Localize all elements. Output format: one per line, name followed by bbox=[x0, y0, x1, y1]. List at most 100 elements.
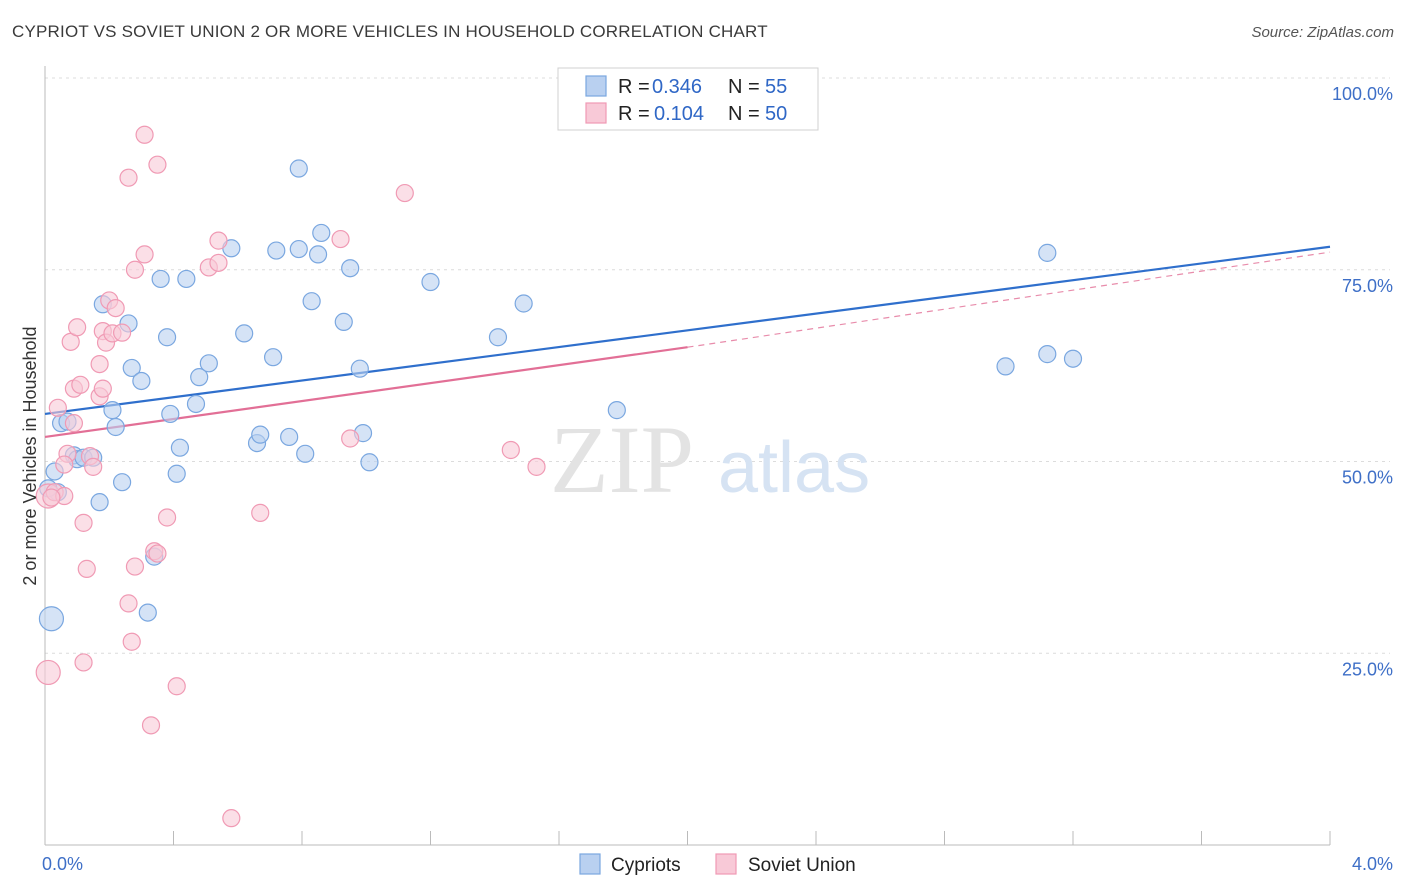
data-point-cypriots bbox=[334, 312, 353, 332]
data-point-cypriots bbox=[350, 359, 369, 378]
data-point-cypriots bbox=[190, 368, 209, 387]
data-point-cypriots bbox=[151, 269, 170, 289]
data-point-cypriots bbox=[488, 328, 508, 347]
gridlines bbox=[45, 77, 1390, 654]
data-point-cypriots bbox=[186, 394, 206, 414]
watermark-atlas: atlas bbox=[718, 428, 870, 508]
data-point-soviet-union bbox=[55, 455, 74, 474]
data-point-soviet-union bbox=[68, 318, 87, 337]
trend-lines bbox=[44, 245, 1331, 439]
data-point-soviet-union bbox=[209, 231, 228, 250]
data-point-cypriots bbox=[289, 159, 308, 178]
y-tick-label: 25.0% bbox=[1342, 659, 1393, 679]
data-point-cypriots bbox=[112, 473, 132, 492]
data-point-soviet-union bbox=[42, 488, 61, 507]
data-point-cypriots bbox=[235, 324, 254, 343]
data-point-soviet-union bbox=[527, 457, 546, 476]
bottom-legend-swatch-soviet bbox=[715, 853, 737, 875]
data-point-cypriots bbox=[251, 425, 270, 444]
legend-r-label-1: R = bbox=[618, 76, 650, 98]
data-point-cypriots bbox=[161, 404, 180, 424]
data-point-cypriots bbox=[90, 493, 109, 512]
legend-swatch-soviet bbox=[585, 102, 607, 124]
tick-labels: 25.0% 50.0% 75.0% 100.0% 0.0% 4.0% bbox=[42, 84, 1393, 874]
data-point-cypriots bbox=[1038, 243, 1057, 262]
data-point-cypriots bbox=[1063, 349, 1083, 368]
data-point-cypriots bbox=[607, 401, 626, 420]
y-tick-label: 75.0% bbox=[1342, 276, 1393, 296]
data-point-cypriots bbox=[106, 417, 125, 437]
data-point-cypriots bbox=[308, 245, 328, 264]
legend-n-label-2: N = bbox=[728, 103, 760, 125]
bottom-legend: Cypriots Soviet Union bbox=[579, 853, 856, 876]
data-point-soviet-union bbox=[112, 323, 132, 342]
data-point-soviet-union bbox=[106, 299, 125, 318]
legend-r-value-1: 0.346 bbox=[652, 76, 702, 98]
data-point-cypriots bbox=[177, 269, 196, 289]
data-point-soviet-union bbox=[71, 375, 90, 394]
trend-line-cypriots bbox=[44, 245, 1331, 416]
trend-line-soviet-union bbox=[44, 346, 688, 439]
data-point-cypriots bbox=[199, 354, 218, 373]
data-point-soviet-union bbox=[119, 594, 138, 613]
data-point-soviet-union bbox=[35, 659, 61, 686]
data-point-cypriots bbox=[312, 223, 331, 243]
data-point-cypriots bbox=[360, 453, 379, 472]
data-point-cypriots bbox=[267, 241, 286, 260]
data-point-soviet-union bbox=[93, 379, 112, 398]
data-point-cypriots bbox=[122, 358, 141, 378]
data-point-soviet-union bbox=[74, 513, 93, 532]
data-point-soviet-union bbox=[48, 398, 67, 417]
y-tick-label: 50.0% bbox=[1342, 468, 1393, 488]
y-axis-label: 2 or more Vehicles in Household bbox=[20, 326, 40, 585]
data-point-soviet-union bbox=[148, 544, 167, 563]
data-point-cypriots bbox=[263, 348, 283, 367]
data-point-soviet-union bbox=[74, 653, 93, 672]
data-points bbox=[35, 125, 1083, 828]
data-point-cypriots bbox=[514, 294, 533, 313]
x-tick-label: 4.0% bbox=[1352, 854, 1393, 874]
data-point-soviet-union bbox=[395, 183, 414, 203]
data-point-soviet-union bbox=[341, 429, 360, 448]
data-point-soviet-union bbox=[148, 155, 167, 174]
trend-extension-soviet-union bbox=[687, 251, 1331, 348]
data-point-cypriots bbox=[138, 603, 157, 622]
legend: R = 0.346 N = 55 R = 0.104 N = 50 bbox=[557, 67, 819, 131]
data-point-cypriots bbox=[421, 272, 440, 292]
data-point-soviet-union bbox=[501, 440, 520, 460]
bottom-legend-soviet: Soviet Union bbox=[748, 855, 856, 876]
data-point-soviet-union bbox=[135, 245, 154, 264]
data-point-soviet-union bbox=[125, 260, 145, 279]
data-point-soviet-union bbox=[209, 253, 228, 272]
data-point-soviet-union bbox=[122, 632, 141, 651]
data-point-soviet-union bbox=[119, 168, 138, 187]
legend-n-label-1: N = bbox=[728, 76, 760, 98]
data-point-cypriots bbox=[167, 464, 186, 483]
data-point-cypriots bbox=[302, 292, 321, 311]
data-point-cypriots bbox=[996, 357, 1015, 376]
bottom-legend-cypriots: Cypriots bbox=[611, 855, 681, 876]
axes bbox=[44, 66, 1331, 846]
data-point-cypriots bbox=[289, 239, 308, 259]
data-point-soviet-union bbox=[157, 508, 177, 527]
data-point-soviet-union bbox=[141, 716, 161, 735]
data-point-cypriots bbox=[280, 427, 299, 447]
data-point-soviet-union bbox=[331, 229, 350, 249]
legend-n-value-1: 55 bbox=[765, 76, 787, 98]
data-point-cypriots bbox=[296, 444, 315, 463]
y-tick-label: 100.0% bbox=[1332, 84, 1393, 104]
data-point-cypriots bbox=[341, 259, 360, 278]
data-point-soviet-union bbox=[84, 457, 103, 476]
data-point-cypriots bbox=[132, 371, 151, 391]
data-point-soviet-union bbox=[135, 125, 154, 144]
data-point-soviet-union bbox=[64, 414, 84, 433]
data-point-cypriots bbox=[157, 328, 177, 347]
chart-title: CYPRIOT VS SOVIET UNION 2 OR MORE VEHICL… bbox=[12, 22, 768, 41]
bottom-legend-swatch-cypriots bbox=[579, 853, 601, 875]
watermark-zip: ZIP bbox=[550, 406, 694, 513]
x-tick-label: 0.0% bbox=[42, 854, 83, 874]
legend-n-value-2: 50 bbox=[765, 103, 787, 125]
source-label: Source: ZipAtlas.com bbox=[1251, 24, 1394, 41]
data-point-soviet-union bbox=[77, 559, 96, 578]
legend-r-label-2: R = bbox=[618, 103, 650, 125]
